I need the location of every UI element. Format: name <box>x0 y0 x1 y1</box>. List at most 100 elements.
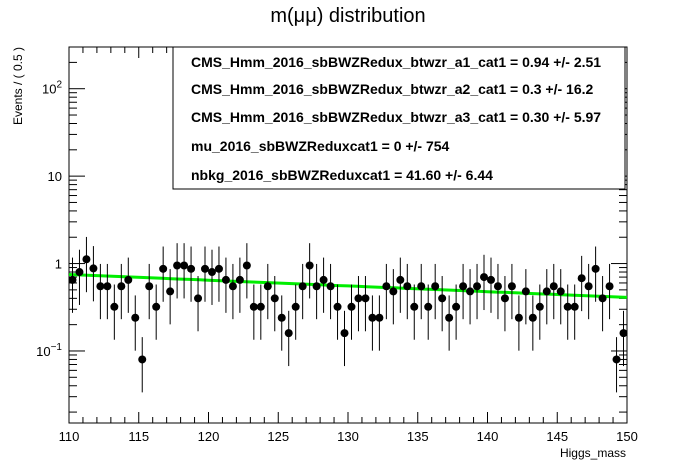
data-point <box>514 313 523 322</box>
data-point <box>173 261 182 270</box>
data-point <box>612 355 621 364</box>
legend-entry: CMS_Hmm_2016_sbBWZRedux_btwzr_a3_cat1 = … <box>191 109 601 125</box>
data-point <box>368 313 377 322</box>
data-point <box>312 282 321 291</box>
data-point <box>445 313 454 322</box>
x-tick-label: 145 <box>546 429 568 444</box>
data-point <box>305 261 314 270</box>
fit-curve-layer <box>68 273 628 299</box>
data-point <box>431 282 440 291</box>
data-point <box>466 287 475 296</box>
data-point <box>103 282 112 291</box>
data-point <box>89 264 98 273</box>
data-point <box>263 282 272 291</box>
chart-title: m(μμ) distribution <box>270 5 425 27</box>
x-tick-label: 135 <box>407 429 429 444</box>
data-point <box>584 282 593 291</box>
y-tick-label: 1 <box>55 257 62 272</box>
data-point <box>605 282 614 291</box>
legend-entry: CMS_Hmm_2016_sbBWZRedux_btwzr_a1_cat1 = … <box>191 54 601 70</box>
x-axis-title: Higgs_mass <box>560 446 626 460</box>
x-tick-labels: 110 115 120 125 130 135 140 145 150 <box>59 429 638 444</box>
data-point <box>438 294 447 303</box>
data-point <box>242 261 251 270</box>
data-point <box>417 282 426 291</box>
data-point <box>159 264 168 273</box>
data-point <box>138 355 147 364</box>
data-point <box>549 282 558 291</box>
data-points-layer <box>68 236 628 393</box>
data-point <box>187 264 196 273</box>
data-point <box>68 275 77 284</box>
data-point <box>256 302 265 311</box>
legend-entry: nbkg_2016_sbBWZReduxcat1 = 41.60 +/- 6.4… <box>191 167 493 183</box>
data-point <box>410 302 419 311</box>
data-point <box>396 275 405 284</box>
data-point <box>124 275 133 284</box>
data-point <box>277 313 286 322</box>
data-point <box>201 264 210 273</box>
data-point <box>521 287 530 296</box>
x-tick-label: 140 <box>477 429 499 444</box>
legend-entry: mu_2016_sbBWZReduxcat1 = 0 +/- 754 <box>191 138 450 154</box>
x-tick-label: 130 <box>337 429 359 444</box>
data-point <box>403 282 412 291</box>
data-point <box>117 282 126 291</box>
data-point <box>214 264 223 273</box>
data-point <box>340 329 349 338</box>
data-point <box>375 313 384 322</box>
data-point <box>493 282 502 291</box>
data-point <box>452 302 461 311</box>
data-point <box>75 268 84 277</box>
data-point <box>96 282 105 291</box>
fit-parameter-box: CMS_Hmm_2016_sbBWZRedux_btwzr_a1_cat1 = … <box>172 46 626 190</box>
data-point <box>194 294 203 303</box>
data-point <box>221 275 230 284</box>
data-point <box>473 282 482 291</box>
data-point <box>389 287 398 296</box>
data-point <box>535 302 544 311</box>
data-point <box>82 255 91 264</box>
data-point <box>228 282 237 291</box>
data-point <box>110 302 119 311</box>
data-point <box>591 264 600 273</box>
data-point <box>500 294 509 303</box>
data-point <box>326 282 335 291</box>
legend-box <box>172 46 626 190</box>
data-point <box>598 294 607 303</box>
data-point <box>486 275 495 284</box>
data-point <box>528 313 537 322</box>
data-point <box>298 282 307 291</box>
data-point <box>270 294 279 303</box>
data-point <box>152 302 161 311</box>
data-point <box>291 302 300 311</box>
x-tick-label: 120 <box>198 429 220 444</box>
fit-curve <box>68 273 628 299</box>
data-point <box>207 268 216 277</box>
data-point <box>577 274 586 283</box>
data-point <box>563 302 572 311</box>
data-point <box>361 294 370 303</box>
data-point <box>319 275 328 284</box>
data-point <box>556 287 565 296</box>
data-point <box>145 282 154 291</box>
data-point <box>459 282 468 291</box>
data-point <box>249 302 258 311</box>
data-point <box>333 302 342 311</box>
data-point <box>180 261 189 270</box>
data-point <box>542 287 551 296</box>
data-point <box>570 302 579 311</box>
y-tick-label: 10 <box>48 169 62 184</box>
x-tick-label: 125 <box>267 429 289 444</box>
data-point <box>166 287 175 296</box>
data-point <box>284 329 293 338</box>
data-point <box>131 313 140 322</box>
data-point <box>354 294 363 303</box>
y-axis-title: Events / ( 0.5 ) <box>11 47 25 125</box>
data-point <box>382 282 391 291</box>
data-point <box>424 302 433 311</box>
data-point <box>480 273 489 282</box>
x-tick-label: 115 <box>128 429 149 444</box>
